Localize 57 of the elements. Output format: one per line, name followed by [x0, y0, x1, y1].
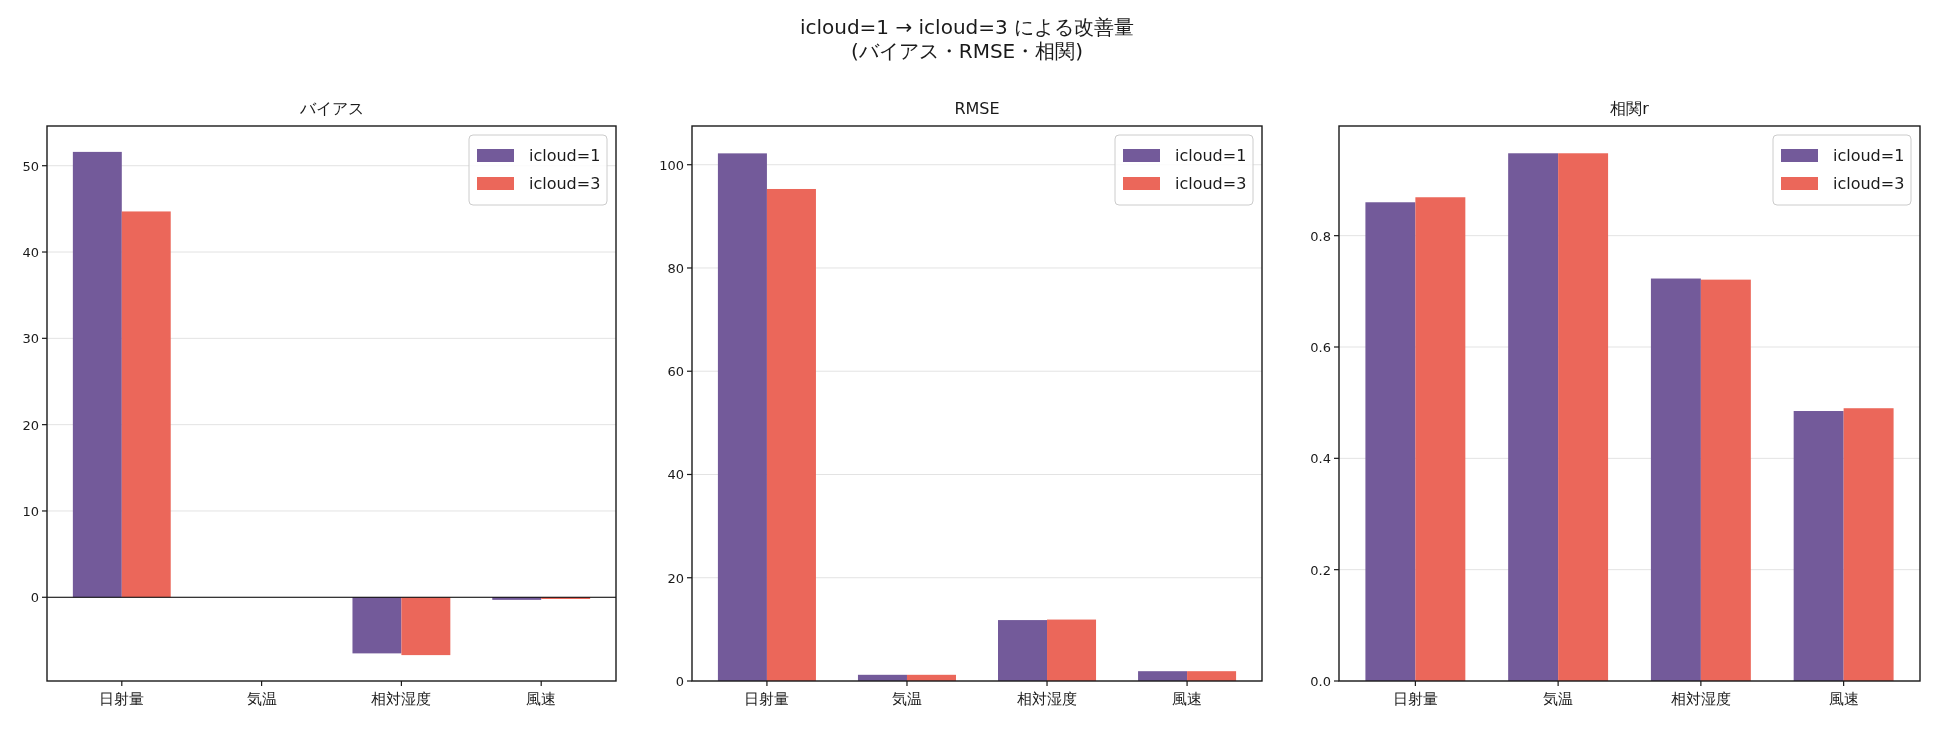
bar	[1700, 279, 1751, 681]
y-tick-label: 20	[22, 417, 39, 433]
x-tick-label: 風速	[526, 690, 557, 708]
bar	[1793, 411, 1844, 681]
y-tick-label: 0.8	[1310, 228, 1331, 244]
legend-label: icloud=3	[1175, 174, 1247, 193]
legend-label: icloud=3	[529, 174, 601, 193]
bar	[72, 151, 122, 598]
bar	[766, 188, 816, 681]
y-tick-label: 0	[675, 674, 684, 689]
bar	[1365, 202, 1416, 681]
legend-label: icloud=3	[1833, 174, 1905, 193]
bar	[1187, 671, 1237, 681]
x-tick-label: 相対湿度	[1017, 690, 1078, 708]
x-tick-label: 相対湿度	[371, 690, 432, 708]
y-tick-label: 100	[659, 157, 684, 173]
legend-label: icloud=1	[529, 146, 601, 165]
bar	[1650, 278, 1701, 681]
x-tick-label: 気温	[891, 690, 922, 708]
y-tick-label: 60	[667, 364, 684, 380]
bar	[1138, 671, 1188, 681]
y-tick-label: 0.2	[1310, 562, 1331, 578]
x-tick-label: 風速	[1172, 690, 1203, 708]
x-tick-label: 気温	[1543, 690, 1574, 708]
x-tick-label: 気温	[246, 690, 277, 708]
y-tick-label: 20	[667, 570, 684, 586]
x-tick-label: 日射量	[744, 690, 790, 708]
chart-title: 相関r	[1610, 99, 1650, 118]
y-tick-label: 40	[22, 245, 39, 261]
y-tick-label: 0	[30, 590, 39, 606]
legend-label: icloud=1	[1175, 146, 1247, 165]
y-tick-label: 0.6	[1310, 340, 1331, 355]
x-tick-label: 日射量	[99, 690, 145, 708]
x-tick-label: 日射量	[1392, 690, 1438, 708]
y-tick-label: 10	[22, 503, 39, 519]
bar	[717, 153, 767, 681]
text: icloud=1 → icloud=3 による改善量 (バイアス・RMSE・相関)	[799, 15, 1135, 63]
bar	[998, 620, 1048, 681]
y-tick-label: 30	[22, 331, 39, 347]
bar	[1047, 619, 1097, 681]
bar	[352, 597, 402, 654]
bar	[1558, 153, 1609, 681]
bar	[1843, 408, 1894, 681]
y-tick-label: 80	[667, 260, 684, 276]
bar	[401, 597, 451, 656]
bar	[121, 211, 171, 598]
bar	[1508, 153, 1559, 681]
y-tick-label: 40	[667, 467, 684, 483]
y-tick-label: 50	[22, 158, 39, 174]
y-tick-label: 0.0	[1310, 674, 1331, 689]
x-tick-label: 相対湿度	[1670, 690, 1731, 708]
x-tick-label: 風速	[1828, 690, 1859, 708]
bar	[1415, 197, 1466, 681]
chart-title: RMSE	[954, 99, 1000, 118]
y-tick-label: 0.4	[1310, 451, 1331, 467]
chart-title: バイアス	[298, 99, 364, 118]
legend-label: icloud=1	[1833, 146, 1905, 165]
